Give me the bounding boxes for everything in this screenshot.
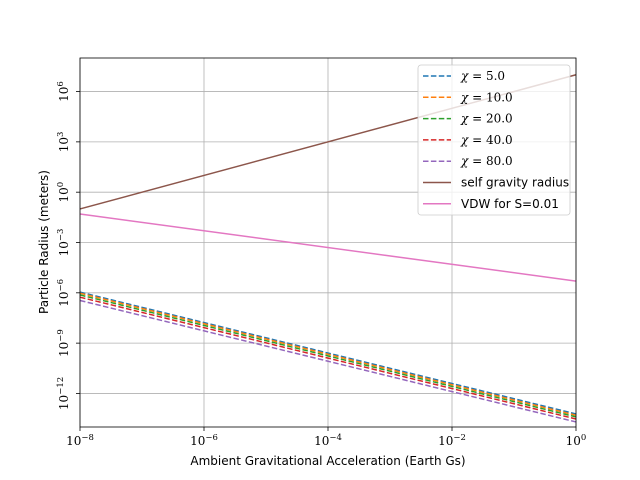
- legend-label-6: VDW for S=0.01: [461, 197, 559, 211]
- y-axis-ticks: 10−12 10−9 10−6 10−3 100 103 106: [56, 81, 80, 410]
- series-line-0: [79, 291, 577, 415]
- y-tick-label: 100: [56, 182, 71, 203]
- x-tick-label: 100: [566, 433, 587, 448]
- x-tick-label: 10−6: [190, 433, 218, 448]
- legend-label-3: χ = 40.0: [460, 133, 513, 147]
- y-tick-label: 103: [56, 132, 71, 153]
- series-line-3: [79, 296, 577, 420]
- legend-label-4: χ = 80.0: [460, 154, 513, 168]
- series-line-4: [79, 299, 577, 423]
- series-line-6: [79, 213, 577, 282]
- x-tick-label: 10−8: [66, 433, 94, 448]
- series-line-2: [79, 294, 577, 418]
- legend-label-5: self gravity radius: [461, 176, 569, 190]
- y-tick-label: 10−6: [56, 279, 71, 307]
- legend-label-0: χ = 5.0: [460, 69, 505, 83]
- y-tick-label: 10−12: [56, 377, 71, 410]
- legend-box: [417, 64, 571, 216]
- x-tick-label: 10−2: [438, 433, 466, 448]
- y-tick-label: 10−3: [56, 229, 71, 257]
- x-axis-ticks: 10−8 10−6 10−4 10−2 100: [66, 427, 586, 448]
- x-axis-label: Ambient Gravitational Acceleration (Eart…: [190, 454, 465, 468]
- legend-label-2: χ = 20.0: [460, 112, 513, 126]
- y-tick-label: 10−9: [56, 329, 71, 357]
- y-axis-label: Particle Radius (meters): [37, 170, 51, 314]
- series-line-1: [79, 292, 577, 417]
- legend: χ = 5.0 χ = 10.0 χ = 20.0 χ = 40.0 χ = 80.0 s…: [417, 64, 571, 216]
- legend-label-1: χ = 10.0: [460, 90, 513, 104]
- x-tick-label: 10−4: [314, 433, 342, 448]
- y-tick-label: 106: [56, 81, 71, 102]
